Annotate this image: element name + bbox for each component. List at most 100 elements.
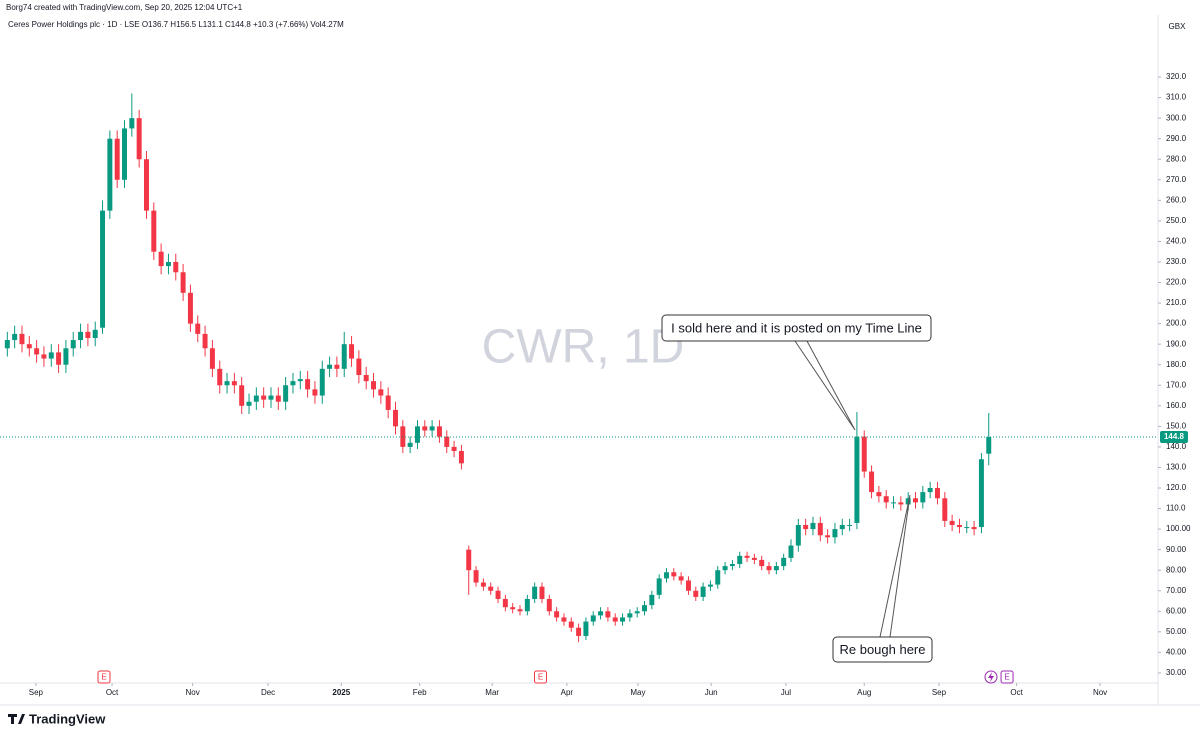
x-tick-label: Dec bbox=[261, 688, 275, 697]
candle-body bbox=[414, 426, 420, 443]
y-tick-label: 220.0 bbox=[1166, 278, 1187, 287]
candle-body bbox=[56, 352, 62, 365]
legend: Ceres Power Holdings plc · 1D · LSE O136… bbox=[8, 20, 344, 29]
y-tick-label: 210.0 bbox=[1166, 298, 1187, 307]
candle-body bbox=[649, 594, 655, 606]
y-tick-label: 50.00 bbox=[1166, 627, 1187, 636]
candle-body bbox=[70, 340, 76, 349]
x-tick-label: Sep bbox=[932, 688, 947, 697]
candle-body bbox=[671, 572, 677, 577]
candle-body bbox=[510, 607, 516, 610]
candle-body bbox=[913, 498, 918, 503]
candle-body bbox=[561, 617, 567, 622]
candle-body bbox=[385, 395, 391, 410]
candle-body bbox=[517, 609, 523, 612]
candle-body bbox=[151, 210, 157, 252]
candle-body bbox=[275, 395, 281, 402]
candle-body bbox=[795, 524, 801, 546]
candle-body bbox=[590, 615, 596, 622]
x-tick-label: Oct bbox=[1010, 688, 1023, 697]
y-tick-label: 60.00 bbox=[1166, 606, 1187, 615]
watermark: CWR, 1D bbox=[482, 321, 685, 374]
candle-body bbox=[107, 138, 113, 211]
brand: TradingView bbox=[29, 711, 106, 726]
candle-body bbox=[349, 344, 355, 359]
candle-body bbox=[268, 395, 274, 400]
y-tick-label: 250.0 bbox=[1166, 216, 1187, 225]
candle-body bbox=[627, 613, 633, 618]
candle-body bbox=[158, 251, 164, 267]
candle-body bbox=[180, 272, 186, 293]
candle-body bbox=[480, 582, 486, 587]
candle-body bbox=[876, 492, 882, 497]
logo[interactable]: TradingView bbox=[8, 711, 106, 726]
y-tick-label: 200.0 bbox=[1166, 319, 1187, 328]
candle-body bbox=[766, 566, 772, 571]
candle-body bbox=[217, 368, 223, 386]
candle-body bbox=[297, 379, 303, 382]
y-tick-label: 40.00 bbox=[1166, 647, 1187, 656]
candle-body bbox=[539, 586, 545, 599]
candle-body bbox=[26, 344, 32, 349]
candle-body bbox=[759, 559, 765, 567]
candle-body bbox=[546, 598, 552, 612]
candle-body bbox=[239, 385, 245, 406]
candle-body bbox=[63, 348, 69, 365]
candle-body bbox=[363, 374, 369, 382]
candle-body bbox=[305, 379, 311, 390]
y-tick-label: 110.0 bbox=[1166, 504, 1186, 513]
candle-body bbox=[832, 529, 838, 538]
y-tick-label: 170.0 bbox=[1166, 380, 1187, 389]
candle-body bbox=[261, 395, 267, 400]
x-tick-label: Apr bbox=[561, 688, 574, 697]
candle-body bbox=[327, 364, 333, 369]
candle-body bbox=[817, 522, 823, 536]
candle-body bbox=[393, 409, 398, 427]
candle-body bbox=[458, 451, 464, 464]
x-tick-label: Mar bbox=[485, 688, 499, 697]
y-tick-label: 150.0 bbox=[1166, 421, 1187, 430]
y-tick-label: 230.0 bbox=[1166, 257, 1187, 266]
y-tick-label: 30.00 bbox=[1166, 668, 1187, 677]
candle-body bbox=[92, 329, 98, 339]
candle-body bbox=[803, 524, 809, 530]
candle-body bbox=[737, 555, 743, 565]
candle-body bbox=[429, 426, 435, 431]
callout-box bbox=[832, 636, 933, 663]
candle-body bbox=[34, 348, 40, 355]
candle-body bbox=[341, 344, 347, 369]
candle-body bbox=[722, 566, 728, 571]
earnings-marker-label: E bbox=[101, 673, 106, 682]
y-tick-label: 70.00 bbox=[1166, 586, 1187, 595]
candle-body bbox=[927, 488, 933, 493]
callout-text: I sold here and it is posted on my Time … bbox=[671, 320, 922, 335]
candle-body bbox=[371, 381, 377, 390]
candle-body bbox=[847, 524, 853, 526]
candle-body bbox=[136, 118, 142, 160]
candle-body bbox=[934, 488, 940, 499]
candle-body bbox=[576, 627, 582, 636]
candle-body bbox=[19, 333, 25, 345]
candle-body bbox=[634, 611, 640, 614]
last-price-label: 144.8 bbox=[1164, 432, 1185, 441]
candle-body bbox=[898, 502, 904, 505]
candle-body bbox=[568, 621, 574, 628]
callout-pointer bbox=[879, 494, 911, 638]
x-tick-label: Sep bbox=[29, 688, 44, 697]
candle-body bbox=[224, 381, 230, 386]
candle-body bbox=[949, 520, 955, 525]
candle-body bbox=[693, 590, 699, 597]
candle-body bbox=[810, 522, 816, 530]
y-tick-label: 290.0 bbox=[1166, 134, 1187, 143]
candle-body bbox=[319, 368, 325, 396]
y-tick-label: 190.0 bbox=[1166, 339, 1187, 348]
event-icon-bolt bbox=[988, 672, 994, 682]
x-tick-label: Oct bbox=[106, 688, 119, 697]
candle-body bbox=[473, 570, 479, 583]
candle-body bbox=[114, 138, 120, 180]
candle-body bbox=[700, 586, 706, 597]
y-tick-label: 180.0 bbox=[1166, 360, 1187, 369]
candle-body bbox=[488, 586, 494, 591]
